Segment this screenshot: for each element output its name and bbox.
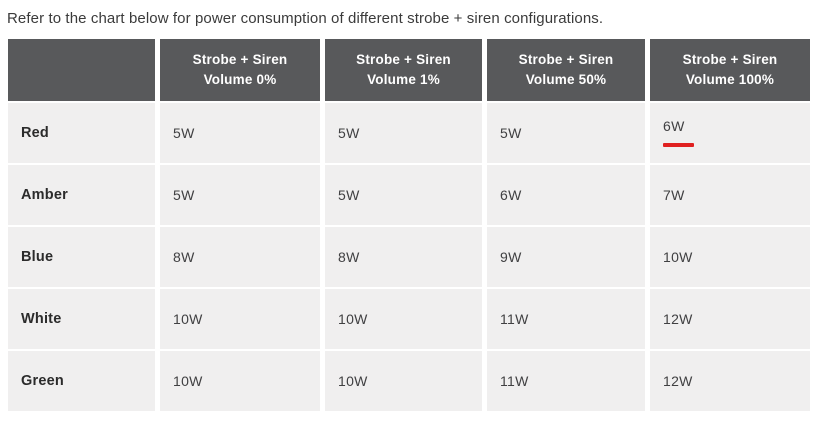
cell-value: 9W <box>500 248 522 265</box>
table-cell: 8W <box>325 226 482 287</box>
table-cell: 5W <box>325 102 482 163</box>
table-row-label: White <box>8 288 155 349</box>
table-cell: 8W <box>160 226 320 287</box>
cell-value: 10W <box>338 372 368 389</box>
table-cell: 5W <box>160 164 320 225</box>
table-cell: 10W <box>160 350 320 411</box>
row-label-white: White <box>21 310 62 327</box>
cell-value: 6W <box>500 186 522 203</box>
table-cell: 5W <box>325 164 482 225</box>
table-cell: 11W <box>487 288 645 349</box>
cell-value: 12W <box>663 310 693 327</box>
row-label-red: Red <box>21 124 49 141</box>
cell-value: 11W <box>500 372 529 389</box>
page-title: Refer to the chart below for power consu… <box>7 10 604 27</box>
row-label-green: Green <box>21 372 64 389</box>
cell-value: 5W <box>173 124 195 141</box>
table-cell: 10W <box>325 288 482 349</box>
table-cell: 12W <box>650 288 810 349</box>
cell-value: 5W <box>338 124 360 141</box>
highlighted-value-stack: 6W <box>663 118 694 147</box>
table-cell: 10W <box>325 350 482 411</box>
table-cell: 9W <box>487 226 645 287</box>
corner-cell <box>8 38 155 101</box>
cell-value: 10W <box>173 372 203 389</box>
table-cell: 5W <box>487 102 645 163</box>
cell-value: 6W <box>663 118 685 134</box>
table-row-label: Blue <box>8 226 155 287</box>
table-cell: 5W <box>160 102 320 163</box>
column-header-volume-1: Strobe + Siren Volume 1% <box>325 38 482 101</box>
cell-value: 8W <box>173 248 195 265</box>
column-header-volume-50: Strobe + Siren Volume 50% <box>487 38 645 101</box>
cell-value: 7W <box>663 186 685 203</box>
red-underline-marker <box>663 143 694 147</box>
column-header-volume-100: Strobe + Siren Volume 100% <box>650 38 810 101</box>
table-cell: 11W <box>487 350 645 411</box>
cell-value: 5W <box>338 186 360 203</box>
table-cell: 12W <box>650 350 810 411</box>
table-cell-highlighted: 6W <box>650 102 810 163</box>
table-cell: 7W <box>650 164 810 225</box>
table-cell: 10W <box>160 288 320 349</box>
row-label-blue: Blue <box>21 248 54 265</box>
table-row-label: Amber <box>8 164 155 225</box>
cell-value: 10W <box>663 248 693 265</box>
cell-value: 5W <box>500 124 522 141</box>
cell-value: 10W <box>173 310 203 327</box>
cell-value: 5W <box>173 186 195 203</box>
cell-value: 12W <box>663 372 693 389</box>
row-label-amber: Amber <box>21 186 68 203</box>
column-header-volume-0: Strobe + Siren Volume 0% <box>160 38 320 101</box>
table-cell: 6W <box>487 164 645 225</box>
table-row-label: Green <box>8 350 155 411</box>
cell-value: 10W <box>338 310 368 327</box>
table-cell: 10W <box>650 226 810 287</box>
power-consumption-table: Strobe + Siren Volume 0% Strobe + Siren … <box>8 38 810 411</box>
cell-value: 11W <box>500 310 529 327</box>
cell-value: 8W <box>338 248 360 265</box>
table-row-label: Red <box>8 102 155 163</box>
